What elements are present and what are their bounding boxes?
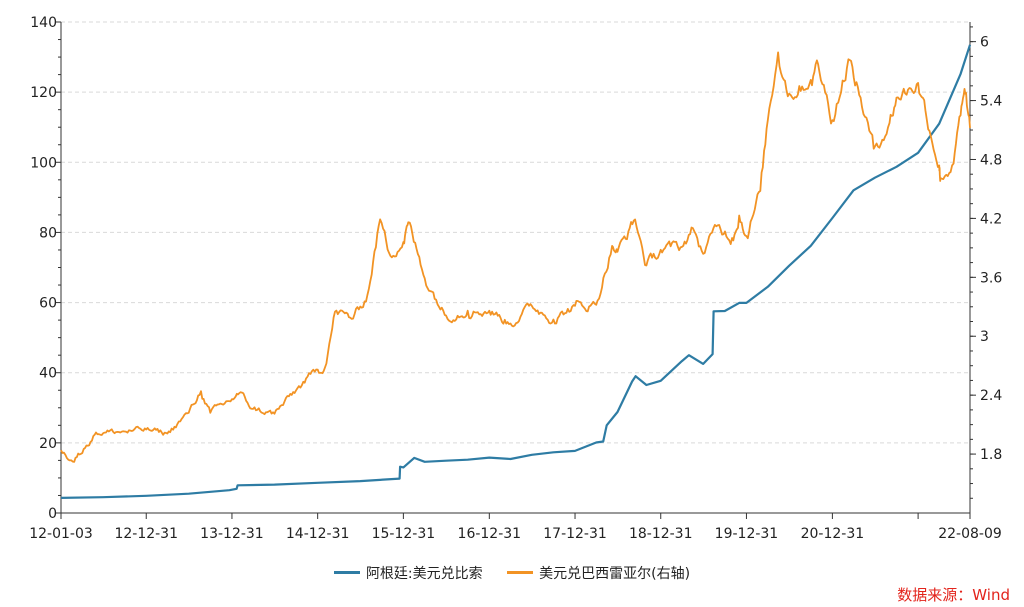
- left-tick-label: 0: [48, 506, 57, 522]
- left-tick-label: 80: [39, 225, 57, 241]
- x-tick-label: 14-12-31: [286, 526, 350, 542]
- legend: 阿根廷:美元兑比索 美元兑巴西雷亚尔(右轴): [0, 562, 1024, 583]
- right-tick-label: 3: [980, 329, 989, 345]
- series-line-brl: [60, 51, 971, 463]
- x-tick-label: 20-12-31: [801, 526, 865, 542]
- right-tick-label: 1.8: [980, 447, 1002, 463]
- x-tick-label: 22-08-09: [938, 526, 1002, 542]
- grid-lines: [61, 21, 970, 444]
- series-line-ars: [60, 44, 972, 499]
- right-axis-ticks: 1.8 2.4 3 3.6 4.2 4.8 5.4 6: [970, 26, 1002, 499]
- series-layer: [60, 44, 972, 499]
- legend-item-ars[interactable]: 阿根廷:美元兑比索: [333, 563, 483, 583]
- x-tick-label: 16-12-31: [458, 526, 522, 542]
- left-tick-label: 60: [39, 296, 57, 312]
- right-tick-label: 6: [980, 35, 989, 51]
- left-tick-label: 100: [30, 155, 57, 171]
- left-tick-label: 20: [39, 436, 57, 452]
- legend-swatch-ars: [333, 571, 360, 574]
- x-tick-label: 19-12-31: [715, 526, 779, 542]
- right-tick-label: 5.4: [980, 94, 1002, 110]
- x-tick-label: 13-12-31: [200, 526, 264, 542]
- legend-swatch-brl: [507, 571, 534, 574]
- legend-label-brl: 美元兑巴西雷亚尔(右轴): [539, 565, 691, 582]
- x-axis-ticks: 12-01-03 12-12-31 13-12-31 14-12-31 15-12-31…: [29, 513, 1002, 542]
- legend-label-ars: 阿根廷:美元兑比索: [365, 565, 483, 582]
- x-tick-label: 17-12-31: [543, 526, 607, 542]
- right-tick-label: 4.2: [980, 211, 1002, 227]
- right-tick-label: 2.4: [980, 388, 1002, 404]
- left-axis-ticks: 0 20 40 60 80 100 120 140: [30, 15, 61, 522]
- left-tick-label: 140: [30, 15, 57, 31]
- x-tick-label: 12-01-03: [29, 526, 93, 542]
- x-tick-label: 18-12-31: [629, 526, 693, 542]
- left-tick-label: 40: [39, 366, 57, 382]
- axes: [60, 22, 971, 514]
- left-tick-label: 120: [30, 85, 57, 101]
- legend-item-brl[interactable]: 美元兑巴西雷亚尔(右轴): [507, 563, 690, 583]
- x-tick-label: 15-12-31: [372, 526, 436, 542]
- right-tick-label: 3.6: [980, 270, 1002, 286]
- data-source-note: 数据来源：Wind: [897, 586, 1010, 604]
- right-tick-label: 4.8: [980, 152, 1002, 168]
- x-tick-label: 12-12-31: [114, 526, 178, 542]
